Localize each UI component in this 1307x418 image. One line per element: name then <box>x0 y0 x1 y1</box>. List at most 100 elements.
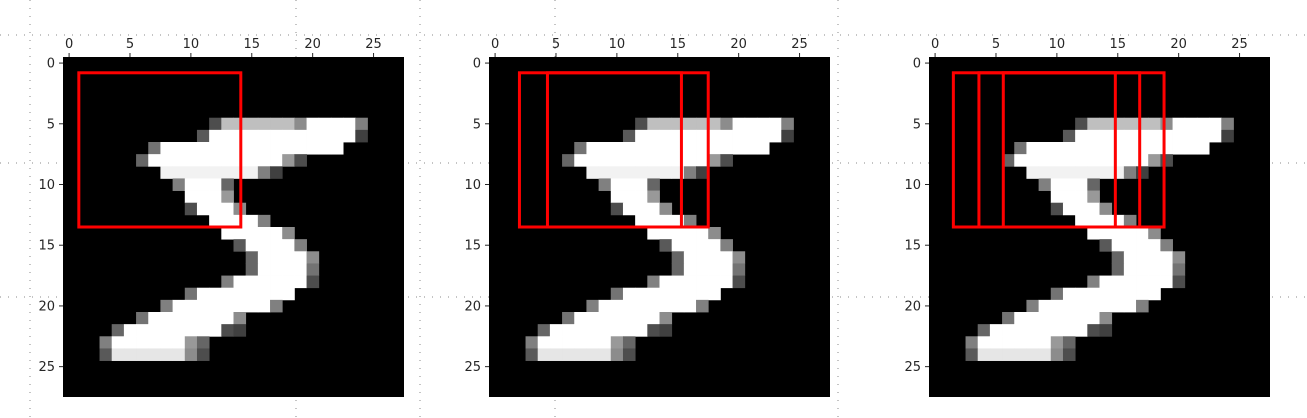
image-pixel <box>622 202 636 216</box>
image-pixel <box>1087 275 1100 289</box>
image-pixel <box>172 178 186 191</box>
image-pixel <box>647 275 660 289</box>
image-pixel <box>977 324 991 337</box>
image-pixel <box>586 142 600 155</box>
image-pixel <box>622 299 636 313</box>
image-pixel <box>245 239 259 252</box>
image-pixel <box>1087 142 1100 155</box>
image-pixel <box>172 166 186 179</box>
y-tick-label: 0 <box>473 57 481 72</box>
x-tick-label: 0 <box>491 37 499 52</box>
image-pixel <box>1221 117 1234 131</box>
image-pixel <box>221 117 234 131</box>
image-pixel <box>270 239 283 252</box>
image-pixel <box>1087 154 1100 167</box>
image-pixel <box>659 214 673 228</box>
x-tick-label: 15 <box>1109 37 1126 52</box>
image-pixel <box>257 227 271 240</box>
image-pixel <box>1123 287 1137 301</box>
image-pixel <box>196 336 210 349</box>
image-pixel <box>1172 142 1186 155</box>
image-pixel <box>1014 312 1027 325</box>
image-pixel <box>270 142 283 155</box>
image-pixel <box>1087 178 1100 191</box>
image-pixel <box>635 287 648 301</box>
image-pixel <box>306 142 320 155</box>
image-pixel <box>330 117 344 131</box>
image-pixel <box>136 154 149 167</box>
image-pixel <box>160 336 174 349</box>
image-pixel <box>683 287 697 301</box>
image-pixel <box>671 251 685 264</box>
image-pixel <box>1148 239 1161 252</box>
image-pixel <box>1136 287 1149 301</box>
image-pixel <box>184 299 198 313</box>
image-pixel <box>708 263 721 276</box>
y-tick-label: 0 <box>47 57 55 72</box>
image-pixel <box>647 214 660 228</box>
image-pixel <box>1099 214 1113 228</box>
image-pixel <box>233 324 247 337</box>
image-pixel <box>1123 154 1137 167</box>
image-pixel <box>209 178 222 191</box>
image-pixel <box>610 324 624 337</box>
image-pixel <box>1136 142 1149 155</box>
image-pixel <box>659 324 673 337</box>
image-pixel <box>1026 324 1040 337</box>
image-pixel <box>1062 154 1076 167</box>
image-pixel <box>257 263 271 276</box>
image-pixel <box>989 348 1003 361</box>
image-pixel <box>1111 117 1125 131</box>
image-pixel <box>1136 117 1149 131</box>
image-pixel <box>294 142 307 155</box>
image-pixel <box>99 336 113 349</box>
image-pixel <box>1148 251 1161 264</box>
image-pixel <box>598 178 612 191</box>
image-pixel <box>708 287 721 301</box>
x-tick-label: 20 <box>304 37 321 52</box>
image-pixel <box>1075 154 1088 167</box>
image-pixel <box>1062 190 1076 204</box>
x-tick-label: 25 <box>791 37 808 52</box>
image-pixel <box>696 142 709 155</box>
image-pixel <box>1002 324 1015 337</box>
image-pixel <box>622 178 636 191</box>
y-tick-label: 25 <box>904 360 921 375</box>
image-pixel <box>610 190 624 204</box>
image-pixel <box>196 154 210 167</box>
image-pixel <box>1099 275 1113 289</box>
image-pixel <box>209 154 222 167</box>
image-pixel <box>160 142 174 155</box>
image-pixel <box>196 190 210 204</box>
image-pixel <box>1123 275 1137 289</box>
overlay-rect-3 <box>1001 71 1166 229</box>
x-tick-label: 10 <box>183 37 200 52</box>
image-pixel <box>1196 142 1210 155</box>
image-pixel <box>1172 129 1186 143</box>
image-pixel <box>598 166 612 179</box>
image-pixel <box>1087 312 1100 325</box>
image-pixel <box>1002 348 1015 361</box>
image-pixel <box>270 117 283 131</box>
image-pixel <box>1062 129 1076 143</box>
image-pixel <box>635 129 648 143</box>
image-pixel <box>1172 251 1186 264</box>
image-pixel <box>1062 324 1076 337</box>
image-pixel <box>1123 117 1137 131</box>
image-pixel <box>696 275 709 289</box>
image-pixel <box>1099 129 1113 143</box>
image-pixel <box>282 263 295 276</box>
image-pixel <box>123 324 137 337</box>
image-pixel <box>647 178 660 191</box>
image-pixel <box>562 312 575 325</box>
x-tick-label: 5 <box>552 37 560 52</box>
image-pixel <box>586 154 600 167</box>
image-pixel <box>270 227 283 240</box>
image-pixel <box>209 202 222 216</box>
image-pixel <box>1038 166 1052 179</box>
image-pixel <box>270 287 283 301</box>
image-pixel <box>1184 117 1198 131</box>
image-pixel <box>1062 142 1076 155</box>
image-pixel <box>294 239 307 252</box>
image-pixel <box>965 336 979 349</box>
